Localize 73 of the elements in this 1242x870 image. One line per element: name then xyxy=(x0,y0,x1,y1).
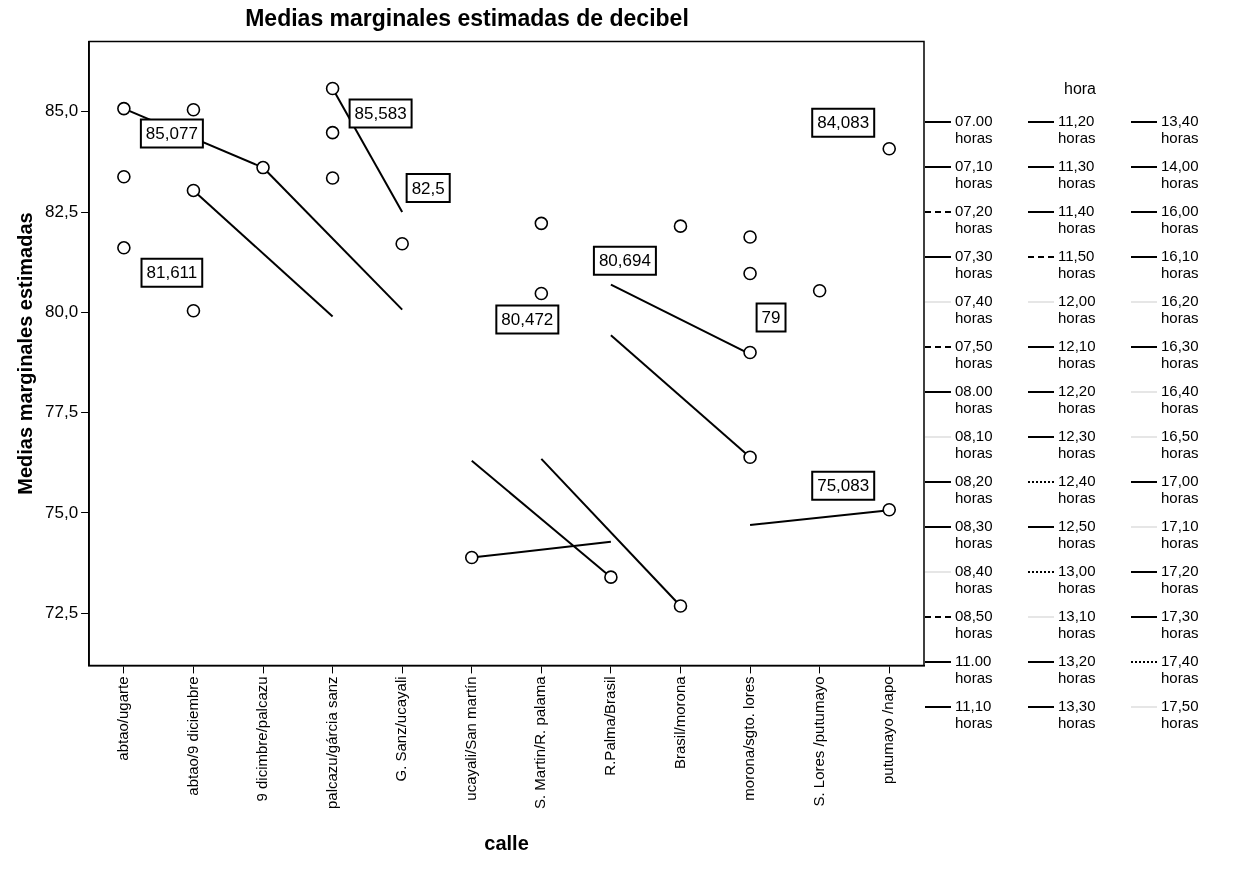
legend-label: 08,20 horas xyxy=(955,472,994,506)
x-axis-title: calle xyxy=(484,831,529,854)
legend-label: 07,50 horas xyxy=(955,337,994,371)
legend-label: 17,10 horas xyxy=(1161,517,1200,551)
legend-label: 08,10 horas xyxy=(955,427,994,461)
legend-label: 13,40 horas xyxy=(1161,112,1200,146)
legend-label: 07,20 horas xyxy=(955,202,994,236)
legend-label: 16,30 horas xyxy=(1161,337,1200,371)
x-tick-label: abtao/ugarte xyxy=(114,676,132,761)
annotation: 85,077 xyxy=(145,124,198,144)
legend-label: 14,00 horas xyxy=(1161,157,1200,191)
x-tick-label: 9 dicimbre/palcazu xyxy=(253,676,271,802)
x-tick-label: S. Martin/R. palama xyxy=(531,675,549,809)
legend-label: 16,20 horas xyxy=(1161,292,1200,326)
legend-label: 13,10 horas xyxy=(1058,607,1097,641)
legend-label: 08,40 horas xyxy=(955,562,994,596)
chart-title: Medias marginales estimadas de decibel xyxy=(245,5,689,32)
legend-label: 16,10 horas xyxy=(1161,247,1200,281)
legend-label: 13,30 horas xyxy=(1058,697,1097,731)
y-tick-label: 75,0 xyxy=(44,502,79,522)
annotation: 80,472 xyxy=(501,310,554,330)
legend-label: 12,00 horas xyxy=(1058,292,1097,326)
x-tick-label: ucayali/San martín xyxy=(461,676,479,801)
annotation: 85,583 xyxy=(354,104,407,124)
x-tick-label: putumayo /napo xyxy=(879,676,897,784)
x-tick-label: morona/sgto. lores xyxy=(740,676,758,801)
legend-label: 07,10 horas xyxy=(955,157,994,191)
legend-label: 17,40 horas xyxy=(1161,652,1200,686)
legend-label: 16,50 horas xyxy=(1161,427,1200,461)
x-tick-label: palcazu/gárcia sanz xyxy=(322,676,340,809)
y-tick-label: 85,0 xyxy=(44,101,79,121)
y-tick-label: 72,5 xyxy=(44,602,79,622)
legend-title: hora xyxy=(1063,80,1097,98)
y-tick-label: 77,5 xyxy=(44,402,79,422)
x-tick-label: G. Sanz/ucayali xyxy=(392,676,410,782)
legend-label: 13,20 horas xyxy=(1058,652,1097,686)
legend-label: 11,40 horas xyxy=(1058,202,1097,236)
y-axis-title: Medias marginales estimadas xyxy=(13,212,36,495)
x-tick-label: abtao/9 diciembre xyxy=(183,676,201,796)
legend-label: 12,20 horas xyxy=(1058,382,1097,416)
legend-label: 07,30 horas xyxy=(955,247,994,281)
annotation: 81,611 xyxy=(146,263,198,283)
legend-label: 16,40 horas xyxy=(1161,382,1200,416)
legend-label: 07,40 horas xyxy=(955,292,994,326)
y-tick-label: 80,0 xyxy=(44,302,79,322)
annotation: 75,083 xyxy=(817,476,870,496)
legend-label: 11,50 horas xyxy=(1058,247,1097,281)
x-tick-label: S. Lores /putumayo xyxy=(809,676,827,807)
legend-label: 11.00 horas xyxy=(955,652,994,686)
annotation: 79 xyxy=(761,308,781,328)
legend-label: 08,50 horas xyxy=(955,607,994,641)
legend-label: 12,30 horas xyxy=(1058,427,1097,461)
annotation: 82,5 xyxy=(411,178,445,198)
legend-label: 07.00 horas xyxy=(955,112,994,146)
legend-label: 08.00 horas xyxy=(955,382,994,416)
legend-label: 08,30 horas xyxy=(955,517,994,551)
legend-label: 17,50 horas xyxy=(1161,697,1200,731)
x-tick-label: R.Palma/Brasil xyxy=(601,676,619,776)
legend-label: 11,10 horas xyxy=(955,697,994,731)
y-tick-label: 82,5 xyxy=(44,201,79,221)
annotation: 80,694 xyxy=(598,251,651,271)
legend-label: 16,00 horas xyxy=(1161,202,1200,236)
x-tick-label: Brasil/morona xyxy=(670,675,688,769)
legend-label: 17,00 horas xyxy=(1161,472,1200,506)
legend-label: 11,20 horas xyxy=(1058,112,1097,146)
annotation: 84,083 xyxy=(817,113,870,133)
legend-label: 17,20 horas xyxy=(1161,562,1200,596)
legend-label: 13,00 horas xyxy=(1058,562,1097,596)
legend-label: 17,30 horas xyxy=(1161,607,1200,641)
legend-label: 12,50 horas xyxy=(1058,517,1097,551)
legend-label: 12,10 horas xyxy=(1058,337,1097,371)
legend-label: 11,30 horas xyxy=(1058,157,1097,191)
legend-label: 12,40 horas xyxy=(1058,472,1097,506)
